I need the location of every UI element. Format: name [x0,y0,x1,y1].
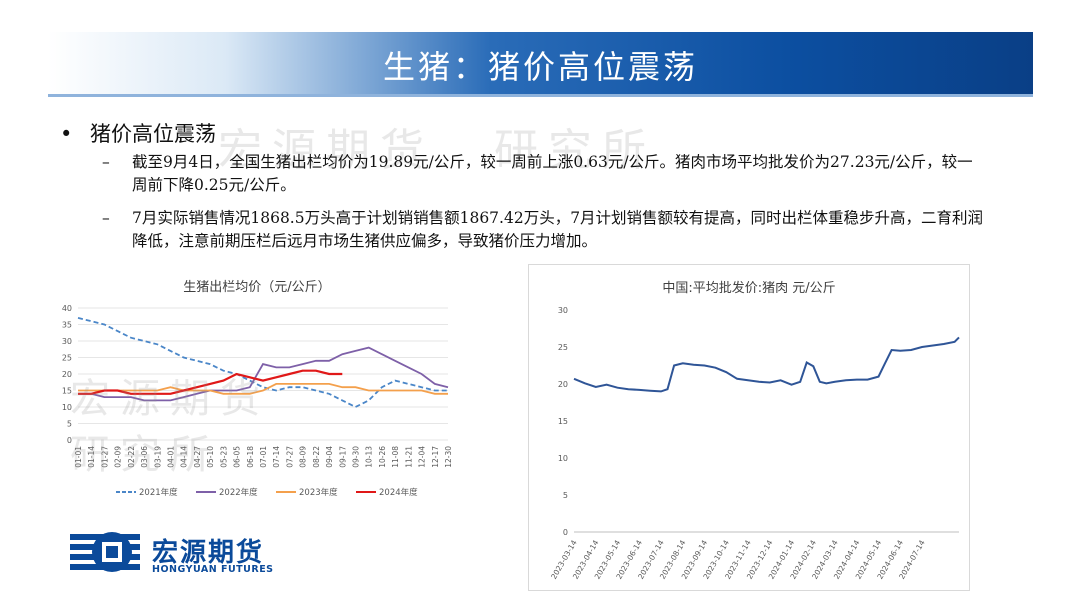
title-banner: 生猪：猪价高位震荡 [48,32,1033,94]
series-line [78,369,343,395]
company-logo: 宏源期货 HONGYUAN FUTURES [70,528,310,578]
sub-point-1: – 截至9月4日，全国生猪出栏均价为19.89元/公斤，较一周前上涨0.63元/… [102,151,984,197]
hog-price-chart: 生猪出栏均价（元/公斤） 0 5 10 15 20 25 30 35 40 01-01 01-14 0… [52,268,462,518]
watermark-top: 宏源期货 研究所 [218,114,656,178]
x-tick-label: 01-27 [100,446,109,468]
y-tick-label: 15 [62,387,72,396]
series-line [78,346,449,402]
y-tick-label: 30 [62,337,72,346]
watermark-bottom-2: 研究所 [70,422,220,480]
x-tick-label: 07-14 [272,446,281,468]
logo-emblem [70,532,140,572]
x-tick-label: 05-10 [206,446,215,468]
main-bullet-text: 猪价高位震荡 [90,122,216,146]
dash-marker: – [102,153,110,171]
x-tick-label: 08-22 [312,446,321,468]
watermark-text-2: 研究所 [70,432,220,478]
x-tick-label: 12-30 [444,446,453,468]
sub-point-1-text: 截至9月4日，全国生猪出栏均价为19.89元/公斤，较一周前上涨0.63元/公斤… [132,153,973,194]
x-tick-label: 11-21 [404,446,413,468]
hog-chart-title: 生猪出栏均价（元/公斤） [183,280,331,295]
x-tick-label: 08-09 [299,446,308,468]
hog-chart-svg: 0 5 10 15 20 25 30 35 40 01-01 01-14 01-27 02-09 02-2… [62,304,453,498]
y-tick-label: 10 [558,454,568,463]
watermark-bottom: 宏源期货 [70,366,270,424]
y-tick-label: 0 [67,436,72,445]
y-tick-label: 30 [558,306,568,315]
x-tick-label: 11-08 [391,446,400,468]
title-divider [48,94,1033,97]
sub-point-2-text: 7月实际销售情况1868.5万头高于计划销销售额1867.42万头，7月计划销售… [132,209,984,250]
y-tick-label: 20 [62,370,72,379]
x-tick-label: 06-05 [233,446,242,468]
x-tick-label: 06-18 [246,446,255,468]
x-tick-label: 07-01 [259,446,268,468]
pork-chart-title: 中国:平均批发价:猪肉 元/公斤 [662,281,836,296]
x-tick-label: 12-04 [418,446,427,468]
y-tick-label: 0 [563,528,568,537]
y-tick-label: 20 [558,380,568,389]
x-tick-label: 09-30 [352,446,361,468]
pork-chart-svg: 0510152025302023-03-142023-04-142023-05-… [549,306,960,581]
y-tick-label: 5 [67,420,72,429]
x-tick-label: 03-06 [140,446,149,468]
y-tick-label: 15 [558,417,568,426]
x-tick-label: 10-13 [365,446,374,468]
series-line [573,336,960,393]
y-tick-label: 25 [62,354,72,363]
x-tick-label: 12-17 [431,446,440,468]
logo-text-en: HONGYUAN FUTURES [152,564,274,575]
y-tick-label: 40 [62,304,72,313]
series-line [78,383,448,395]
bullet-dot: • [60,122,73,146]
pork-wholesale-chart: 中国:平均批发价:猪肉 元/公斤 0 5 10 15 20 25 30 2023-03-14 2… [528,264,970,591]
legend-label: 2022年度 [219,487,258,498]
series-line [77,317,448,409]
x-tick-label: 03-19 [153,446,162,468]
watermark-text-1: 宏源期货 [70,376,270,422]
watermark-text-1: 宏源期货 [218,125,434,176]
x-tick-label: 01-14 [87,446,96,468]
x-tick-label: 04-01 [167,446,176,468]
legend-label: 2023年度 [299,487,338,498]
sub-point-2: – 7月实际销售情况1868.5万头高于计划销销售额1867.42万头，7月计划… [102,207,984,253]
legend-label: 2021年度 [139,487,178,498]
logo-text-cn: 宏源期货 [152,538,265,568]
x-tick-label: 02-09 [114,446,123,468]
y-tick-label: 25 [558,343,568,352]
x-tick-label: 01-01 [74,446,83,468]
main-bullet: • 猪价高位震荡 [60,118,216,148]
x-tick-label: 04-27 [193,446,202,468]
legend-label: 2024年度 [379,487,418,498]
x-tick-label: 10-26 [378,446,387,468]
x-tick-label: 07-27 [285,446,294,468]
y-tick-label: 35 [62,321,72,330]
x-tick-label: 09-17 [338,446,347,468]
x-tick-label: 05-23 [219,446,228,468]
y-tick-label: 10 [62,403,72,412]
y-tick-label: 5 [563,491,568,500]
x-tick-label: 04-14 [180,446,189,468]
x-tick-label: 09-04 [325,446,334,468]
page-title: 生猪：猪价高位震荡 [382,48,698,86]
x-tick-label: 02-22 [127,446,136,468]
dash-marker: – [102,209,110,227]
watermark-text-2: 研究所 [494,125,656,176]
